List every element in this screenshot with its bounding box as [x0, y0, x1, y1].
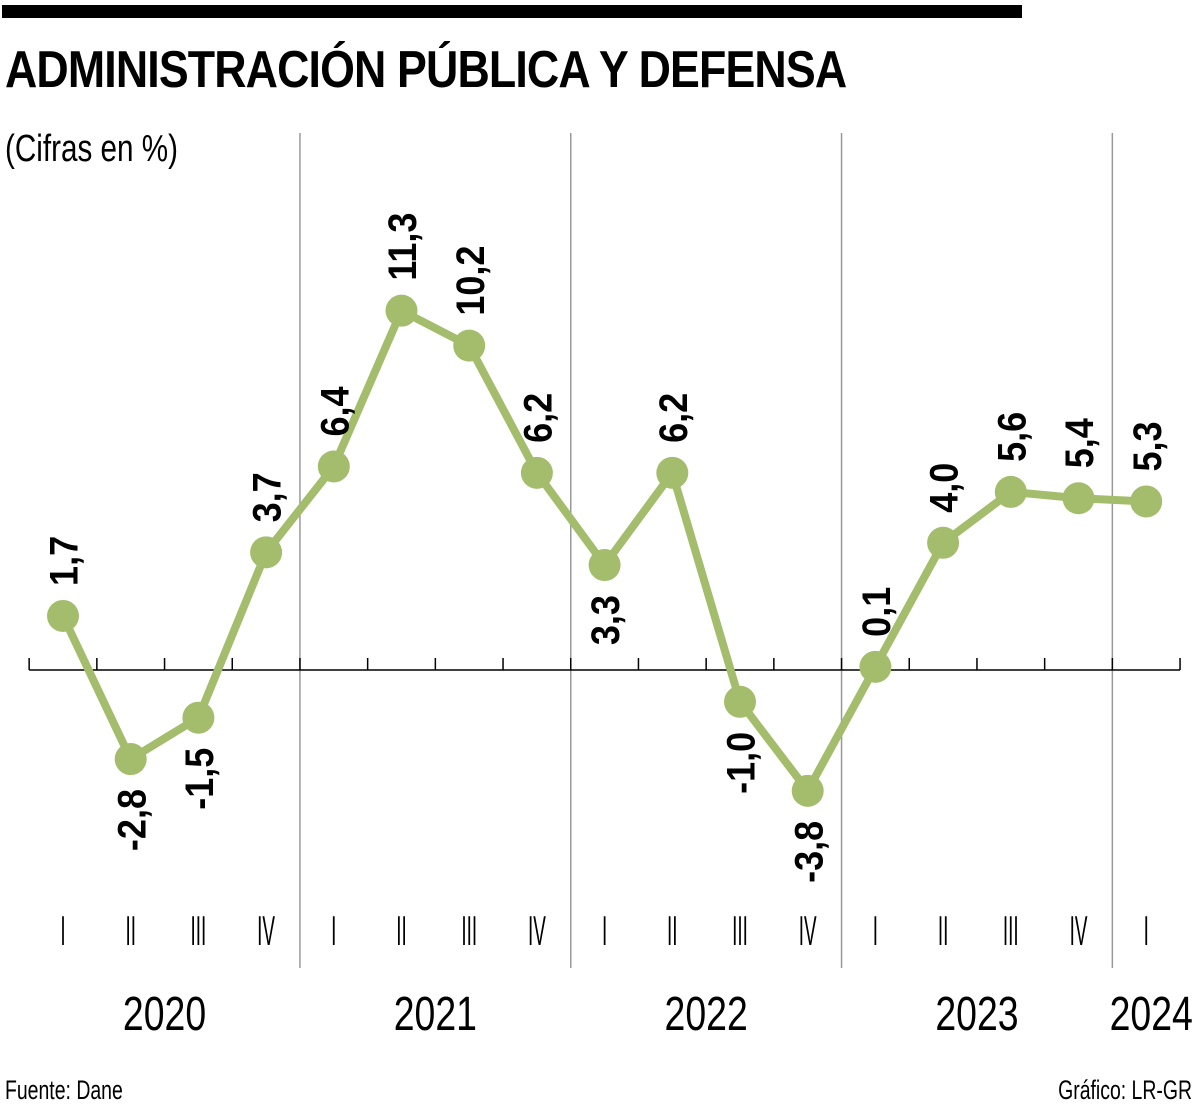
quarter-label: I — [1144, 908, 1149, 954]
source-note: Fuente: Dane — [5, 1075, 123, 1105]
data-point — [385, 294, 418, 327]
data-label: 5,3 — [1126, 421, 1170, 471]
data-point — [520, 456, 553, 489]
x-axis — [28, 658, 1181, 671]
data-point — [182, 701, 215, 734]
year-label: 2021 — [394, 988, 477, 1042]
chart-subtitle: (Cifras en %) — [5, 128, 178, 170]
data-points — [47, 294, 1163, 807]
data-label: -3,8 — [788, 821, 832, 883]
quarter-label: III — [732, 908, 748, 954]
top-rule — [2, 5, 1022, 18]
data-point — [724, 685, 756, 718]
data-point — [47, 599, 79, 632]
quarter-label: III — [191, 908, 207, 954]
year-label: 2020 — [123, 988, 206, 1042]
data-labels: 1,7 -2,8 -1,5 3,7 6,4 11,3 10,2 6,2 3,3 6,2 -1,0 -3… — [43, 213, 1170, 883]
data-label: -1,5 — [178, 748, 222, 810]
data-label: 4,0 — [923, 463, 967, 513]
data-point — [250, 536, 283, 569]
quarter-label: I — [60, 908, 65, 954]
quarter-label: II — [396, 908, 407, 954]
data-point — [1062, 482, 1095, 515]
data-point — [656, 456, 689, 489]
chart-title: ADMINISTRACIÓN PÚBLICA Y DEFENSA — [5, 41, 847, 99]
quarter-label: IV — [799, 908, 817, 954]
data-label: 3,7 — [246, 472, 290, 522]
data-label: 5,4 — [1058, 418, 1102, 468]
data-point — [791, 774, 824, 807]
year-label: 2022 — [665, 988, 748, 1042]
data-point — [1130, 485, 1163, 518]
data-point — [859, 650, 892, 683]
data-point — [588, 549, 621, 582]
year-label: 2023 — [935, 988, 1018, 1042]
quarter-label: IV — [1070, 908, 1088, 954]
quarter-label: I — [331, 908, 336, 954]
data-label: 11,3 — [381, 213, 425, 281]
data-label: -2,8 — [111, 789, 155, 851]
credit-note: Gráfico: LR-GR — [1058, 1075, 1192, 1105]
quarter-label: I — [602, 908, 607, 954]
quarter-label: II — [125, 908, 136, 954]
data-label: -1,0 — [720, 732, 764, 794]
data-label: 6,2 — [517, 393, 561, 443]
quarter-label: III — [1003, 908, 1019, 954]
year-labels: 2020 2021 2022 2023 2024 — [123, 988, 1193, 1042]
quarter-label: III — [461, 908, 477, 954]
data-point — [317, 450, 350, 483]
quarter-label: II — [938, 908, 949, 954]
data-label: 10,2 — [449, 246, 493, 316]
data-label: 5,6 — [991, 412, 1035, 462]
year-label: 2024 — [1110, 988, 1193, 1042]
data-point — [994, 475, 1027, 508]
quarter-label: I — [873, 908, 878, 954]
data-point — [453, 329, 486, 362]
quarter-label: II — [667, 908, 678, 954]
year-separators — [299, 133, 1114, 968]
data-label: 3,3 — [584, 595, 628, 645]
data-point — [927, 526, 960, 559]
quarter-label: IV — [257, 908, 275, 954]
quarter-label: IV — [528, 908, 546, 954]
data-label: 0,1 — [855, 587, 899, 637]
data-label: 1,7 — [43, 536, 87, 586]
data-point — [114, 743, 147, 776]
data-label: 6,4 — [314, 386, 358, 436]
quarter-labels: I II III IV I II III IV I II III IV I II III IV I — [60, 908, 1148, 954]
data-label: 6,2 — [652, 393, 696, 443]
